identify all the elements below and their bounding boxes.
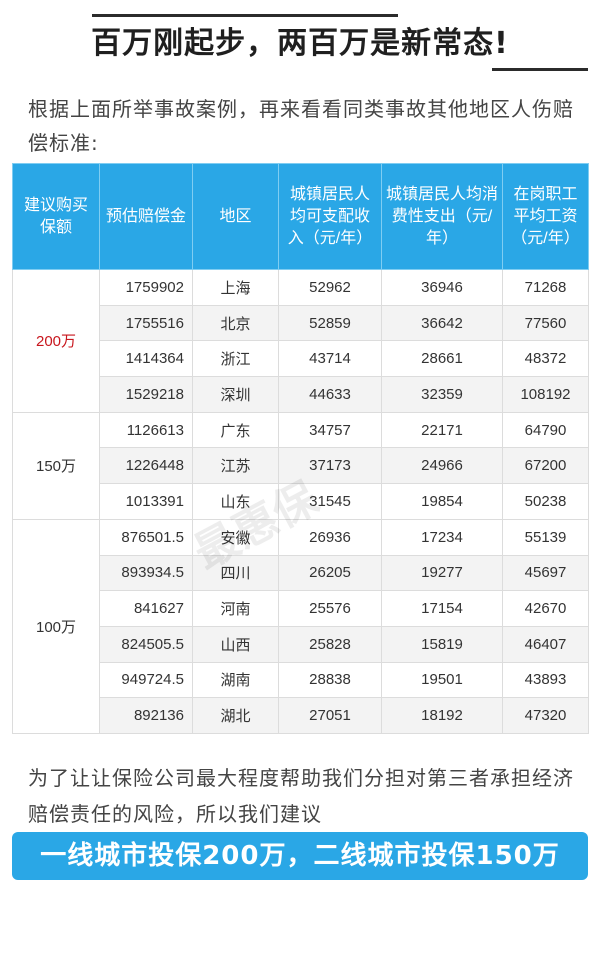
row-wage-cell: 46407 xyxy=(502,625,589,663)
row-wage-cell: 67200 xyxy=(502,447,589,485)
intro-paragraph: 根据上面所举事故案例，再来看看同类事故其他地区人伤赔偿标准: xyxy=(28,97,574,155)
row-estimate-cell: 1013391 xyxy=(99,483,193,520)
row-expense-cell: 17154 xyxy=(381,590,503,627)
col-header-region: 地区 xyxy=(192,163,279,270)
row-region-cell: 广东 xyxy=(192,411,279,449)
row-expense-cell: 19501 xyxy=(381,661,503,699)
table-body: 200万 1759902 上海 52962 36946 71268 1755516 北京 528… xyxy=(12,269,589,734)
row-estimate-cell: 1414364 xyxy=(99,340,193,378)
group-amount-cell: 150万 xyxy=(12,411,100,520)
row-estimate-cell: 824505.5 xyxy=(99,625,193,663)
table-row: 1755516 北京 52859 36642 77560 xyxy=(13,304,589,342)
row-estimate-cell: 893934.5 xyxy=(99,554,193,592)
row-expense-cell: 28661 xyxy=(381,340,503,378)
row-estimate-cell: 892136 xyxy=(99,697,193,734)
row-expense-cell: 36946 xyxy=(381,269,503,306)
table-row: 100万 876501.5 安徽 26936 17234 55139 xyxy=(12,518,589,734)
table-row: 893934.5 四川 26205 19277 45697 xyxy=(13,554,589,592)
row-estimate-cell: 1755516 xyxy=(99,304,193,342)
row-estimate-cell: 949724.5 xyxy=(99,661,193,699)
table-row: 1013391 山东 31545 19854 50238 xyxy=(13,483,589,520)
row-estimate-cell: 1226448 xyxy=(99,447,193,485)
table-header-row: 建议购买保额 预估赔偿金 地区 城镇居民人均可支配收入（元/年） 城镇居民人均消… xyxy=(12,163,589,270)
row-region-cell: 山西 xyxy=(192,625,279,663)
row-region-cell: 山东 xyxy=(192,483,279,520)
row-income-cell: 27051 xyxy=(278,697,382,734)
row-estimate-cell: 1529218 xyxy=(99,376,193,413)
row-region-cell: 四川 xyxy=(192,554,279,592)
col-header-amount: 建议购买保额 xyxy=(12,163,100,270)
row-region-cell: 安徽 xyxy=(192,518,279,556)
compensation-table: 建议购买保额 预估赔偿金 地区 城镇居民人均可支配收入（元/年） 城镇居民人均消… xyxy=(12,163,589,734)
header-rule-bottom xyxy=(492,68,588,71)
row-region-cell: 北京 xyxy=(192,304,279,342)
page-header: 百万刚起步，两百万是新常态! xyxy=(0,0,600,80)
col-header-estimate: 预估赔偿金 xyxy=(99,163,193,270)
row-expense-cell: 19277 xyxy=(381,554,503,592)
row-estimate-cell: 876501.5 xyxy=(99,518,193,556)
row-region-cell: 湖北 xyxy=(192,697,279,734)
recommendation-banner: 一线城市投保200万，二线城市投保150万 xyxy=(12,832,588,880)
row-expense-cell: 36642 xyxy=(381,304,503,342)
row-wage-cell: 55139 xyxy=(502,518,589,556)
table-row: 824505.5 山西 25828 15819 46407 xyxy=(13,625,589,663)
table-row: 1414364 浙江 43714 28661 48372 xyxy=(13,340,589,378)
row-expense-cell: 18192 xyxy=(381,697,503,734)
row-income-cell: 25828 xyxy=(278,625,382,663)
row-wage-cell: 77560 xyxy=(502,304,589,342)
row-income-cell: 37173 xyxy=(278,447,382,485)
row-wage-cell: 43893 xyxy=(502,661,589,699)
row-income-cell: 52962 xyxy=(278,269,382,306)
table-row: 1529218 深圳 44633 32359 108192 xyxy=(13,376,589,413)
row-income-cell: 44633 xyxy=(278,376,382,413)
row-expense-cell: 32359 xyxy=(381,376,503,413)
row-income-cell: 31545 xyxy=(278,483,382,520)
row-expense-cell: 15819 xyxy=(381,625,503,663)
outro-paragraph: 为了让让保险公司最大程度帮助我们分担对第三者承担经济赔偿责任的风险，所以我们建议 xyxy=(28,766,574,826)
row-wage-cell: 48372 xyxy=(502,340,589,378)
row-expense-cell: 24966 xyxy=(381,447,503,485)
table-row: 150万 1126613 广东 34757 22171 64790 xyxy=(12,411,589,520)
row-region-cell: 江苏 xyxy=(192,447,279,485)
row-estimate-cell: 1759902 xyxy=(99,269,193,306)
group-amount-cell: 200万 xyxy=(12,269,100,413)
row-income-cell: 52859 xyxy=(278,304,382,342)
row-wage-cell: 47320 xyxy=(502,697,589,734)
row-estimate-cell: 1126613 xyxy=(99,411,193,449)
row-wage-cell: 64790 xyxy=(502,411,589,449)
page-title: 百万刚起步，两百万是新常态! xyxy=(91,26,509,61)
row-expense-cell: 19854 xyxy=(381,483,503,520)
row-income-cell: 25576 xyxy=(278,590,382,627)
col-header-expense: 城镇居民人均消费性支出（元/年） xyxy=(381,163,503,270)
row-region-cell: 河南 xyxy=(192,590,279,627)
row-expense-cell: 22171 xyxy=(381,411,503,449)
table-row: 892136 湖北 27051 18192 47320 xyxy=(13,697,589,734)
row-region-cell: 深圳 xyxy=(192,376,279,413)
col-header-wage: 在岗职工平均工资（元/年） xyxy=(502,163,589,270)
table-row: 200万 1759902 上海 52962 36946 71268 xyxy=(12,269,589,413)
row-wage-cell: 42670 xyxy=(502,590,589,627)
row-wage-cell: 108192 xyxy=(502,376,589,413)
header-rule-top xyxy=(92,14,398,17)
row-expense-cell: 17234 xyxy=(381,518,503,556)
row-region-cell: 上海 xyxy=(192,269,279,306)
row-estimate-cell: 841627 xyxy=(99,590,193,627)
col-header-income: 城镇居民人均可支配收入（元/年） xyxy=(278,163,382,270)
table-row: 1226448 江苏 37173 24966 67200 xyxy=(13,447,589,485)
row-region-cell: 浙江 xyxy=(192,340,279,378)
row-income-cell: 26936 xyxy=(278,518,382,556)
table-row: 949724.5 湖南 28838 19501 43893 xyxy=(13,661,589,699)
row-income-cell: 34757 xyxy=(278,411,382,449)
row-income-cell: 26205 xyxy=(278,554,382,592)
group-amount-cell: 100万 xyxy=(12,518,100,734)
row-wage-cell: 45697 xyxy=(502,554,589,592)
row-income-cell: 43714 xyxy=(278,340,382,378)
row-region-cell: 湖南 xyxy=(192,661,279,699)
row-income-cell: 28838 xyxy=(278,661,382,699)
table-row: 841627 河南 25576 17154 42670 xyxy=(13,590,589,627)
row-wage-cell: 71268 xyxy=(502,269,589,306)
row-wage-cell: 50238 xyxy=(502,483,589,520)
